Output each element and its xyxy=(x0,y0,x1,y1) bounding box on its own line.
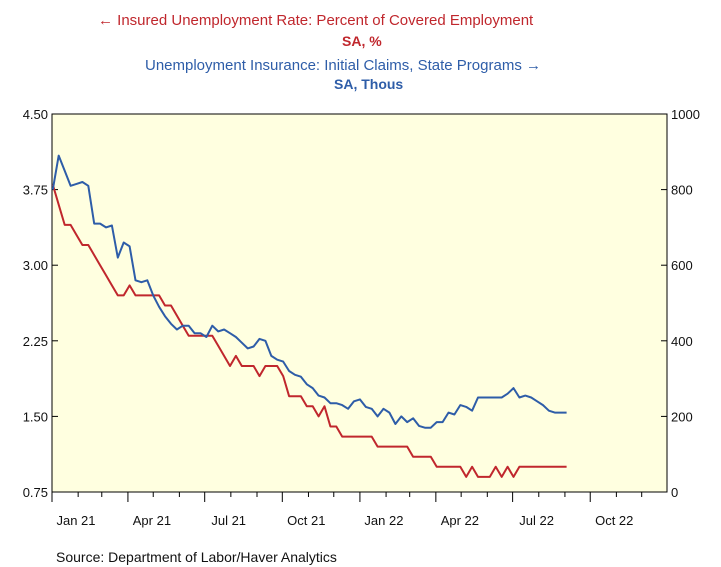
legend-red-units: SA, % xyxy=(342,33,382,49)
right-arrow-icon: → xyxy=(526,57,541,74)
y-left-tick-label: 1.50 xyxy=(23,409,48,424)
x-tick-label: Jan 22 xyxy=(364,513,403,528)
y-left-tick-label: 0.75 xyxy=(23,485,48,500)
series-line-initial-claims xyxy=(51,154,567,429)
y-right-tick-label: 600 xyxy=(671,258,693,273)
x-tick-label: Oct 21 xyxy=(287,513,325,528)
x-tick-label: Jan 21 xyxy=(56,513,95,528)
legend-red-label: ← Insured Unemployment Rate: Percent of … xyxy=(98,12,534,29)
source-note: Source: Department of Labor/Haver Analyt… xyxy=(56,549,337,565)
series-line-insured-unemployment-rate xyxy=(51,184,567,478)
y-left-tick-label: 3.75 xyxy=(23,183,48,198)
left-arrow-icon: ← xyxy=(98,12,113,29)
y-right-tick-label: 0 xyxy=(671,485,678,500)
y-right-tick-label: 1000 xyxy=(671,107,700,122)
y-left-tick-label: 2.25 xyxy=(23,334,48,349)
x-tick-label: Jul 22 xyxy=(519,513,554,528)
y-left-tick-label: 4.50 xyxy=(23,107,48,122)
legend-blue-label: Unemployment Insurance: Initial Claims, … xyxy=(145,57,541,74)
y-right-tick-label: 800 xyxy=(671,183,693,198)
y-left-tick-label: 3.00 xyxy=(23,258,48,273)
x-tick-label: Oct 22 xyxy=(595,513,633,528)
legend-blue-units: SA, Thous xyxy=(334,76,404,92)
y-right-tick-label: 400 xyxy=(671,334,693,349)
y-right-tick-label: 200 xyxy=(671,409,693,424)
plot-area xyxy=(51,113,668,493)
x-tick-label: Jul 21 xyxy=(211,513,246,528)
x-tick-label: Apr 21 xyxy=(133,513,171,528)
x-tick-label: Apr 22 xyxy=(441,513,479,528)
